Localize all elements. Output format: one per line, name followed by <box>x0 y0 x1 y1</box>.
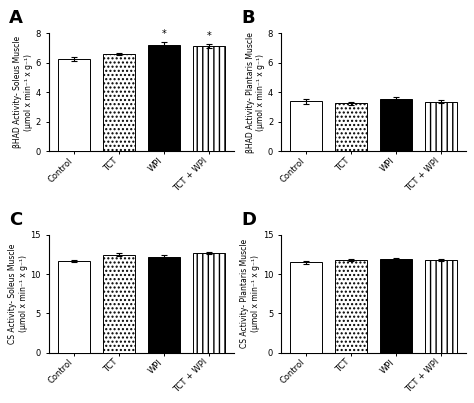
Bar <box>192 253 225 353</box>
Text: B: B <box>241 10 255 27</box>
Text: A: A <box>9 10 23 27</box>
Text: *: * <box>207 31 211 41</box>
Bar <box>148 45 180 151</box>
Bar <box>290 262 322 353</box>
Bar <box>58 59 90 151</box>
Text: C: C <box>9 211 22 229</box>
Bar <box>335 104 367 151</box>
Bar <box>290 101 322 151</box>
Y-axis label: βHAD Activity- Plantaris Muscle
(μmol x min⁻¹ x g⁻¹): βHAD Activity- Plantaris Muscle (μmol x … <box>246 32 265 153</box>
Y-axis label: CS Activity- Plantaris Muscle
(μmol x min⁻¹ x g⁻¹): CS Activity- Plantaris Muscle (μmol x mi… <box>240 239 260 348</box>
Bar <box>148 257 180 353</box>
Bar <box>192 46 225 151</box>
Bar <box>380 99 412 151</box>
Y-axis label: CS Activity- Soleus Muscle
(μmol x min⁻¹ x g⁻¹): CS Activity- Soleus Muscle (μmol x min⁻¹… <box>9 244 28 344</box>
Bar <box>335 260 367 353</box>
Bar <box>103 255 135 353</box>
Text: *: * <box>162 29 166 39</box>
Bar <box>103 54 135 151</box>
Text: D: D <box>241 211 256 229</box>
Bar <box>380 259 412 353</box>
Bar <box>58 261 90 353</box>
Y-axis label: βHAD Activity- Soleus Muscle
(μmol x min⁻¹ x g⁻¹): βHAD Activity- Soleus Muscle (μmol x min… <box>13 36 33 148</box>
Bar <box>425 260 457 353</box>
Bar <box>425 102 457 151</box>
